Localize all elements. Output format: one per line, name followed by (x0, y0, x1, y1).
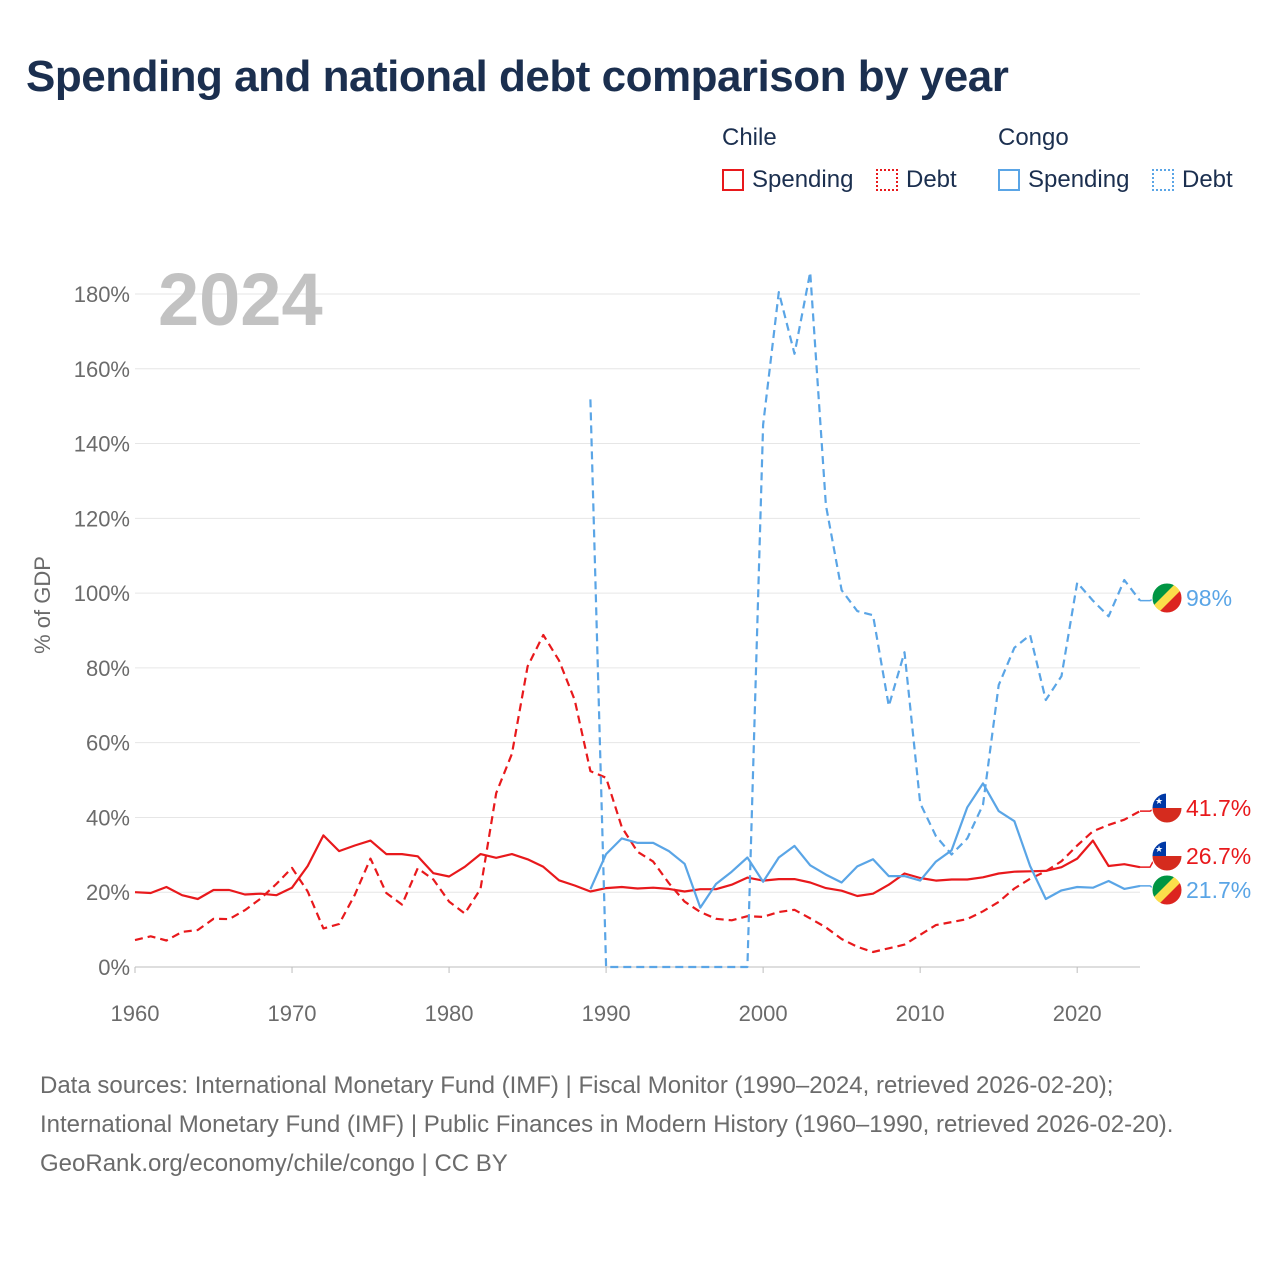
year-overlay: 2024 (158, 258, 323, 341)
y-tick-label: 20% (86, 880, 130, 905)
y-tick-label: 100% (74, 581, 130, 606)
y-tick-label: 40% (86, 805, 130, 830)
end-value-label: 98% (1186, 585, 1232, 611)
flag-red (1152, 808, 1182, 823)
legend-swatch-dotted (876, 169, 898, 191)
flag-green (1152, 583, 1176, 607)
legend-label: Debt (1182, 166, 1233, 193)
chart-title: Spending and national debt comparison by… (26, 52, 1009, 101)
flag-green (1152, 875, 1176, 899)
legend-swatch-dotted (1152, 169, 1174, 191)
flag-outline (1151, 792, 1183, 824)
y-tick-label: 180% (74, 282, 130, 307)
series-lines (134, 271, 1141, 969)
flag-fill (1152, 583, 1182, 613)
x-tick-label: 1970 (268, 1001, 317, 1026)
legend-label: Spending (1028, 166, 1130, 193)
chile-spending-line (134, 834, 1141, 901)
y-tick-label: 120% (74, 506, 130, 531)
x-tick-label: 1960 (111, 1001, 160, 1026)
end-value-label: 21.7% (1186, 877, 1251, 903)
legend-label: Debt (906, 166, 957, 193)
legend-swatch-solid (722, 169, 744, 191)
y-axis: 0% 20% 40% 60% 80% 100% 120% 140% 160% 180% (74, 282, 130, 980)
flag-outline (1151, 582, 1183, 614)
x-tick-label: 1990 (582, 1001, 631, 1026)
legend-label: Spending (752, 166, 854, 193)
y-tick-label: 0% (98, 955, 130, 980)
line-chart: 2024 0%20%40%60%80%100%120%140%160%180% … (30, 258, 1251, 1026)
congo-debt-line (589, 271, 1141, 969)
flag-outline (1151, 874, 1183, 906)
legend-congo-spending[interactable]: Spending (998, 166, 1129, 194)
grid-lines (135, 293, 1140, 968)
x-tick-label: 1980 (425, 1001, 474, 1026)
flag-red (1158, 881, 1182, 905)
legend-chile-spending[interactable]: Spending (722, 166, 853, 194)
legend-group-congo: Congo (998, 124, 1069, 151)
legend-group-chile: Chile (722, 124, 777, 151)
flag-outline (1151, 840, 1183, 872)
chile-flag-icon: ★ (1151, 840, 1183, 872)
legend-chile-debt[interactable]: Debt (876, 166, 957, 194)
data-sources: Data sources: International Monetary Fun… (40, 1072, 1174, 1138)
y-tick-label: 80% (86, 656, 130, 681)
x-tick-label: 2020 (1053, 1001, 1102, 1026)
flag-red (1158, 589, 1182, 613)
chile-flag-icon: ★ (1151, 792, 1183, 824)
x-tick-label: 2010 (896, 1001, 945, 1026)
y-tick-label: 160% (74, 357, 130, 382)
y-tick-label: 140% (74, 432, 130, 457)
flag-star-icon: ★ (1155, 844, 1163, 854)
flag-fill (1152, 875, 1182, 905)
end-value-label: 26.7% (1186, 843, 1251, 869)
legend-swatch-solid (998, 169, 1020, 191)
flag-red (1152, 856, 1182, 871)
x-axis: 1960 1970 1980 1990 2000 2010 2020 (111, 967, 1102, 1026)
congo-flag-icon (1151, 582, 1183, 614)
footer: Data sources: International Monetary Fun… (40, 1066, 1240, 1183)
y-tick-label: 60% (86, 731, 130, 756)
x-tick-label: 2000 (739, 1001, 788, 1026)
congo-spending-line (589, 782, 1141, 909)
y-axis-label: % of GDP (30, 556, 55, 654)
end-value-label: 41.7% (1186, 795, 1251, 821)
legend-congo-debt[interactable]: Debt (1152, 166, 1233, 194)
flag-star-icon: ★ (1155, 796, 1163, 806)
end-markers: ★ 26.7% ★ 41.7% 21.7% 98% (1140, 582, 1251, 906)
chile-debt-line (134, 633, 1141, 954)
congo-flag-icon (1151, 874, 1183, 906)
credit-link[interactable]: GeoRank.org/economy/chile/congo | CC BY (40, 1150, 508, 1177)
